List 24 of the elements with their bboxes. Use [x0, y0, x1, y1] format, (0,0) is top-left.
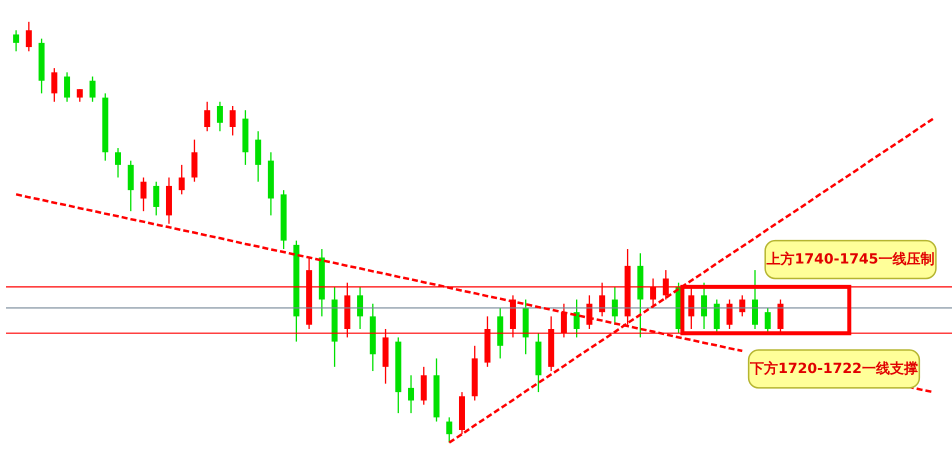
candlestick [612, 286, 618, 326]
candlestick [76, 88, 83, 102]
candlestick [446, 416, 452, 444]
candlestick [26, 21, 32, 52]
candlestick [51, 67, 58, 102]
candlestick [357, 286, 364, 330]
candlestick [764, 307, 771, 334]
candlestick [726, 298, 733, 330]
candlestick [13, 30, 20, 52]
candlestick [115, 147, 122, 178]
candlestick [701, 282, 708, 330]
annotation: 上方1740-1745一线压制 [766, 250, 934, 268]
candlestick [204, 101, 210, 132]
candlestick [90, 76, 96, 102]
candlestick [140, 176, 146, 212]
candlestick [153, 181, 160, 216]
candlestick [216, 101, 223, 132]
candlestick [739, 294, 746, 318]
candlestick [178, 164, 185, 195]
candlestick [230, 105, 236, 136]
candlestick [408, 374, 414, 414]
candlestick [574, 298, 580, 338]
annotation: 下方1720-1722一线支撑 [749, 360, 918, 377]
candlestick [64, 72, 70, 102]
